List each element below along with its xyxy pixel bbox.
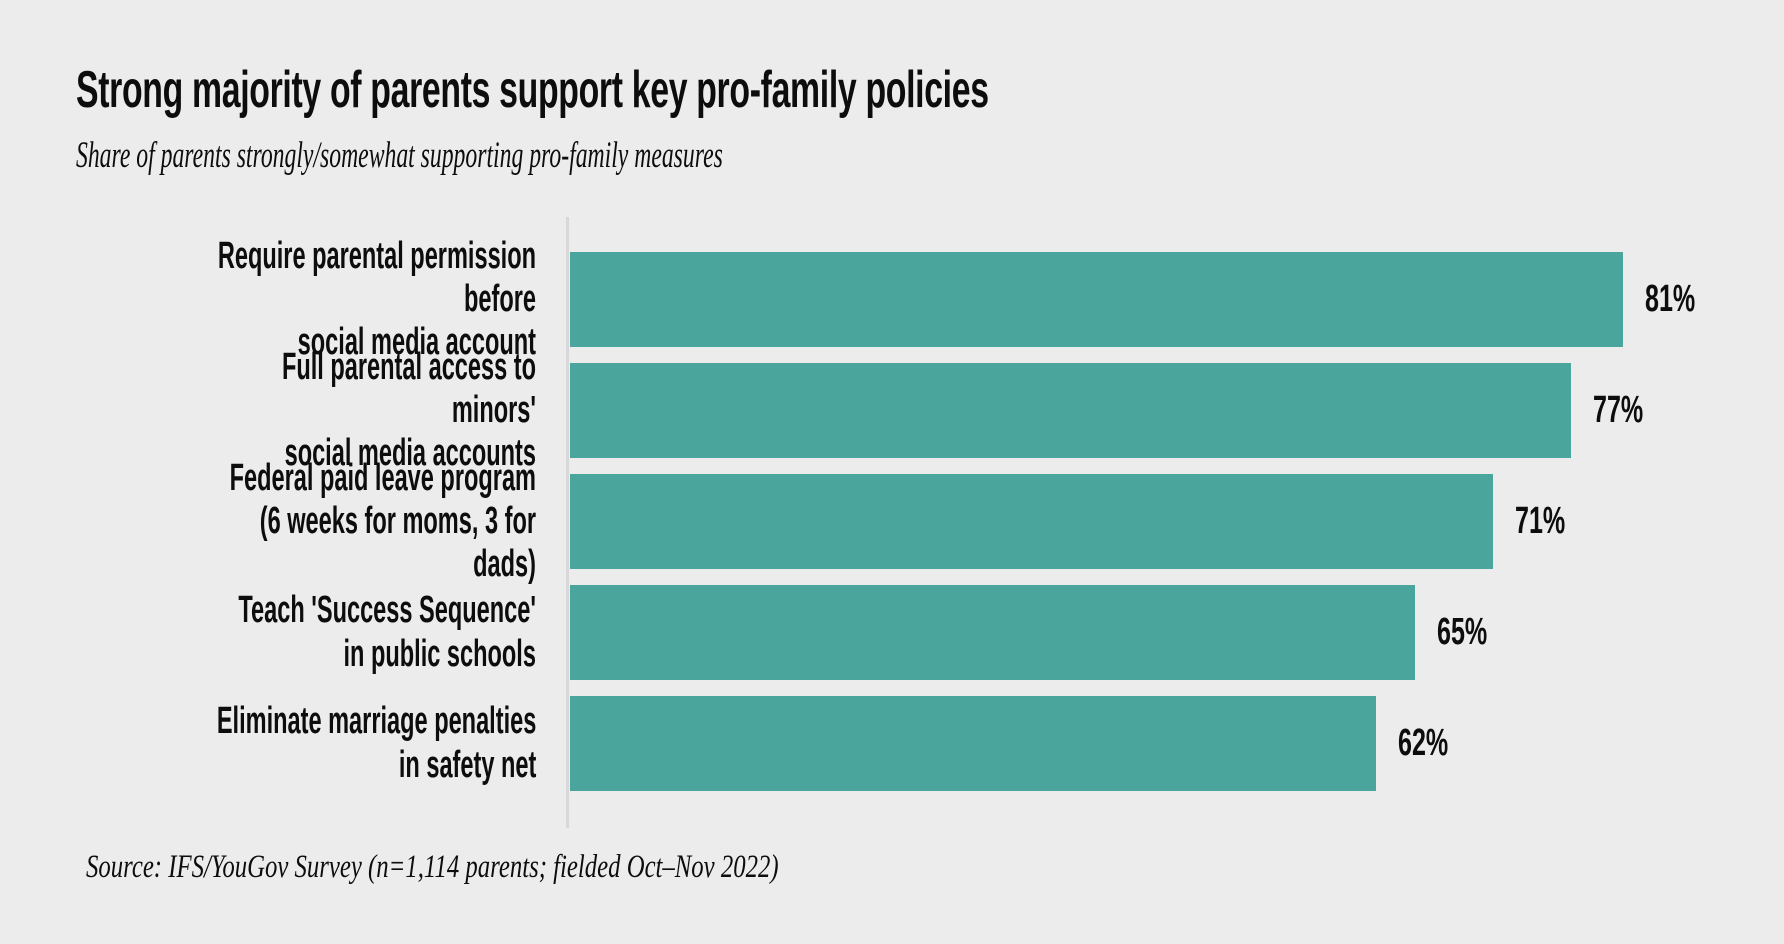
chart-title-text: Strong majority of parents support key p… <box>76 61 989 119</box>
value-label-text: 62% <box>1397 722 1449 764</box>
chart-row: Teach 'Success Sequence' in public schoo… <box>0 585 1784 680</box>
value-label: 81% <box>1645 278 1721 321</box>
bar-track: 77% <box>570 363 1740 458</box>
y-axis-line <box>566 217 569 828</box>
bar-track: 71% <box>570 474 1740 569</box>
value-label: 65% <box>1437 611 1513 654</box>
category-label: Federal paid leave program (6 weeks for … <box>0 457 536 587</box>
source-note: Source: IFS/YouGov Survey (n=1,114 paren… <box>86 849 1009 885</box>
value-label-text: 77% <box>1593 389 1644 431</box>
chart-subtitle: Share of parents strongly/somewhat suppo… <box>76 135 1087 177</box>
value-label: 77% <box>1593 389 1669 432</box>
bar-track: 81% <box>570 252 1740 347</box>
category-label: Teach 'Success Sequence' in public schoo… <box>0 589 536 676</box>
value-label: 71% <box>1515 500 1591 543</box>
category-label-text: Full parental access to minors' social m… <box>281 345 536 475</box>
bar-track: 62% <box>570 696 1740 791</box>
value-label-text: 81% <box>1645 278 1696 320</box>
chart-subtitle-text: Share of parents strongly/somewhat suppo… <box>76 135 723 176</box>
category-label-text: Teach 'Success Sequence' in public schoo… <box>238 589 536 675</box>
bar <box>570 696 1376 791</box>
value-label-text: 65% <box>1437 611 1488 653</box>
category-label: Eliminate marriage penalties in safety n… <box>0 700 536 787</box>
chart-row: Require parental permission before socia… <box>0 235 1784 364</box>
chart-row: Full parental access to minors' social m… <box>0 346 1784 475</box>
bar <box>570 252 1623 347</box>
bar <box>570 585 1415 680</box>
value-label: 62% <box>1398 722 1474 765</box>
category-label-text: Require parental permission before socia… <box>217 234 536 364</box>
bar <box>570 363 1571 458</box>
category-label-text: Federal paid leave program (6 weeks for … <box>229 456 536 586</box>
bar <box>570 474 1493 569</box>
category-label: Require parental permission before socia… <box>0 235 536 365</box>
category-label: Full parental access to minors' social m… <box>0 346 536 476</box>
bar-track: 65% <box>570 585 1740 680</box>
source-note-text: Source: IFS/YouGov Survey (n=1,114 paren… <box>86 849 779 885</box>
chart-title: Strong majority of parents support key p… <box>76 61 1480 119</box>
bar-rows: Require parental permission before socia… <box>0 235 1784 807</box>
category-label-text: Eliminate marriage penalties in safety n… <box>216 700 536 786</box>
chart-row: Federal paid leave program (6 weeks for … <box>0 457 1784 586</box>
chart-row: Eliminate marriage penalties in safety n… <box>0 696 1784 791</box>
value-label-text: 71% <box>1514 500 1566 542</box>
